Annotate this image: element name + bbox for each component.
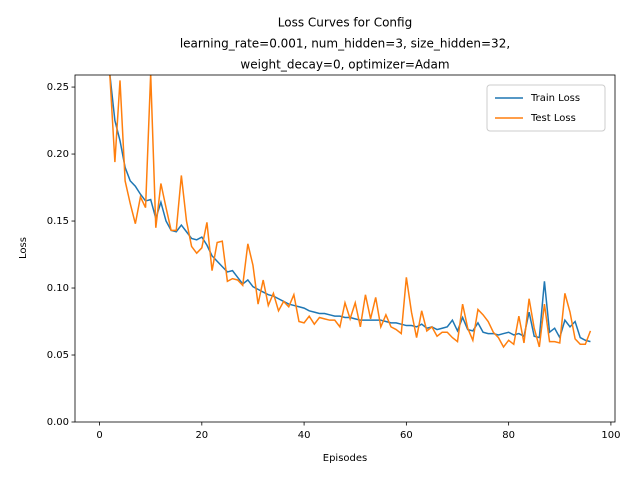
legend-box bbox=[486, 84, 606, 132]
x-tick-label: 40 bbox=[298, 430, 311, 441]
line-series bbox=[109, 75, 592, 349]
line-series bbox=[109, 75, 591, 343]
x-tick-label: 0 bbox=[96, 430, 102, 441]
chart-title: Loss Curves for Config bbox=[278, 16, 412, 30]
x-tick-label: 20 bbox=[195, 430, 208, 441]
x-tick-label: 100 bbox=[601, 430, 620, 441]
x-axis-label: Episodes bbox=[323, 453, 367, 464]
y-tick-label: 0.15 bbox=[47, 216, 69, 227]
y-tick-label: 0.25 bbox=[47, 82, 69, 93]
axes-frame bbox=[74, 74, 616, 423]
y-tick-label: 0.00 bbox=[47, 417, 69, 428]
legend-label: Test Loss bbox=[530, 113, 576, 124]
chart-subtitle: weight_decay=0, optimizer=Adam bbox=[240, 58, 449, 72]
x-tick-label: 80 bbox=[502, 430, 515, 441]
legend-label: Train Loss bbox=[530, 93, 580, 104]
x-tick-label: 60 bbox=[400, 430, 413, 441]
y-tick-label: 0.10 bbox=[47, 283, 69, 294]
y-tick-label: 0.20 bbox=[47, 149, 69, 160]
chart-subtitle: learning_rate=0.001, num_hidden=3, size_… bbox=[180, 37, 510, 51]
y-axis-label: Loss bbox=[18, 237, 29, 259]
y-tick-label: 0.05 bbox=[47, 350, 69, 361]
plot-area bbox=[109, 75, 592, 349]
